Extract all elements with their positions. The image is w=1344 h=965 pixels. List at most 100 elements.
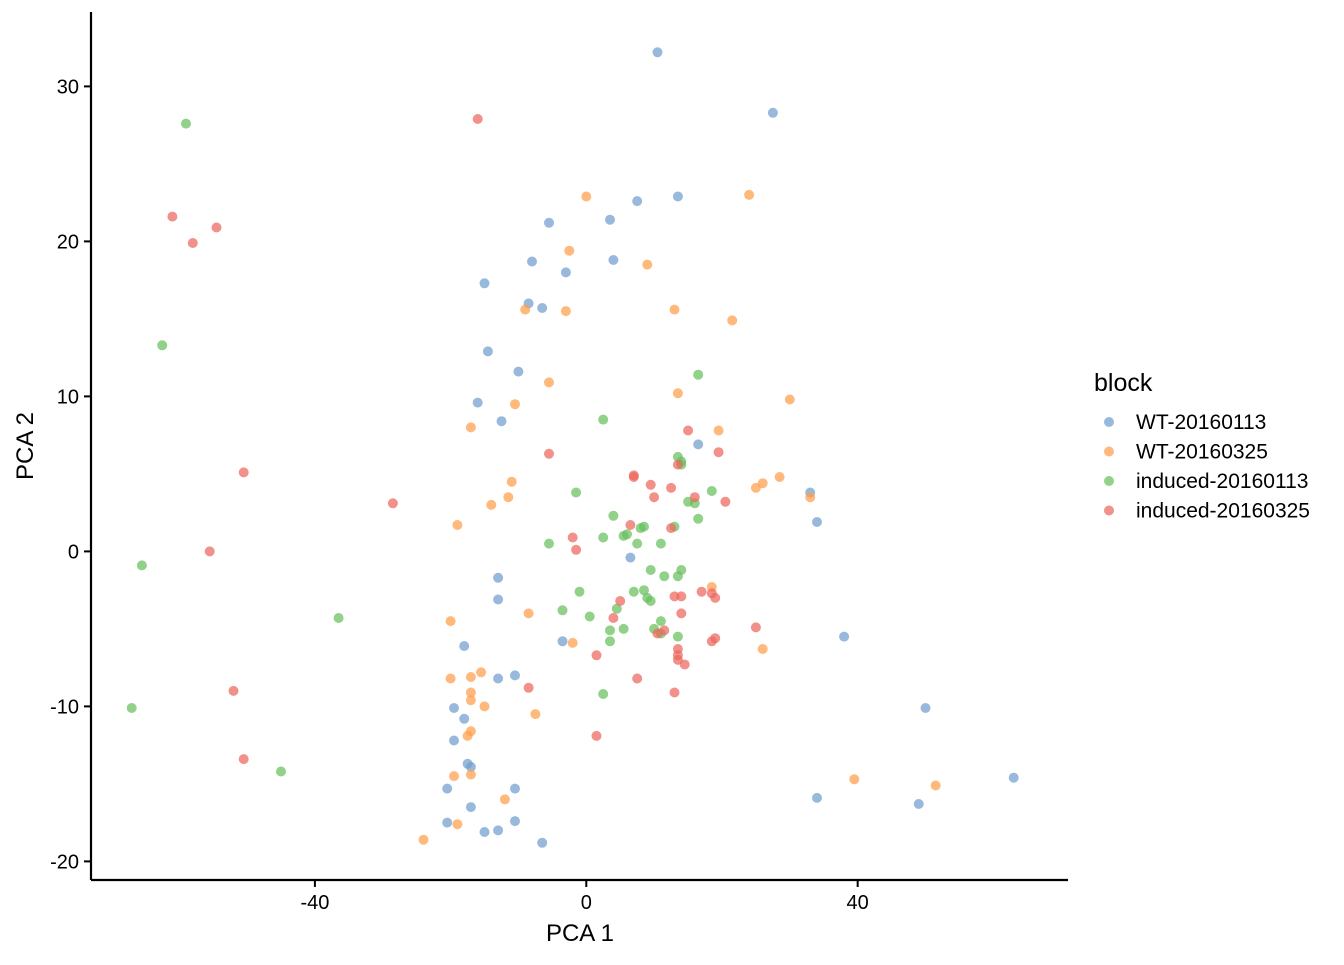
point-induced-20160325-13	[689, 492, 700, 503]
point-WT-20160113-20	[493, 572, 504, 583]
point-WT-20160113-26	[510, 670, 520, 681]
point-induced-20160325-11	[645, 479, 656, 490]
point-WT-20160113-15	[496, 416, 507, 427]
point-induced-20160325-21	[204, 546, 215, 557]
point-induced-20160325-10	[628, 472, 639, 482]
point-induced-20160325-22	[615, 596, 626, 606]
point-WT-20160113-35	[510, 783, 520, 794]
point-WT-20160325-39	[465, 769, 476, 780]
point-WT-20160113-23	[557, 636, 568, 647]
point-induced-20160325-43	[669, 687, 680, 698]
point-WT-20160113-13	[513, 366, 524, 377]
point-WT-20160113-6	[608, 255, 619, 265]
point-induced-20160325-45	[238, 754, 249, 765]
y-tick-label: -10	[50, 696, 79, 718]
point-induced-20160113-36	[333, 613, 344, 623]
point-WT-20160113-36	[812, 792, 822, 803]
point-induced-20160113-27	[574, 586, 585, 597]
point-induced-20160113-21	[544, 538, 554, 549]
point-WT-20160113-2	[672, 191, 683, 202]
point-induced-20160325-8	[238, 467, 249, 478]
point-WT-20160113-24	[459, 641, 470, 651]
point-WT-20160325-4	[520, 304, 531, 315]
point-induced-20160113-35	[655, 616, 666, 627]
point-WT-20160325-2	[564, 245, 575, 256]
point-induced-20160325-28	[608, 613, 619, 623]
point-induced-20160113-44	[598, 689, 609, 699]
point-induced-20160325-0	[472, 114, 483, 124]
point-WT-20160113-8	[560, 267, 571, 278]
point-WT-20160325-41	[452, 819, 463, 830]
legend-label-WT-20160325: WT-20160325	[1136, 441, 1268, 464]
point-induced-20160113-26	[676, 565, 687, 575]
point-induced-20160325-4	[683, 425, 694, 436]
x-tick-label: -40	[300, 892, 329, 914]
point-induced-20160325-42	[228, 685, 239, 696]
point-WT-20160325-21	[452, 520, 463, 530]
legend-key-induced-20160113	[1104, 476, 1114, 486]
point-induced-20160325-44	[591, 730, 602, 741]
legend-key-induced-20160325	[1104, 505, 1114, 516]
point-induced-20160325-27	[669, 591, 680, 602]
y-tick-label: 0	[68, 541, 79, 563]
point-WT-20160113-19	[625, 552, 636, 563]
point-WT-20160325-19	[486, 499, 497, 510]
point-WT-20160113-16	[693, 439, 704, 450]
point-induced-20160113-31	[645, 596, 656, 606]
point-WT-20160113-3	[632, 196, 643, 207]
point-WT-20160113-33	[1008, 772, 1019, 783]
legend-items: WT-20160113 WT-20160325 induced-20160113 in…	[1104, 411, 1310, 523]
point-WT-20160325-30	[465, 687, 476, 698]
point-WT-20160113-38	[465, 802, 476, 813]
point-induced-20160113-8	[706, 486, 717, 496]
y-tick-label: 10	[57, 386, 79, 408]
point-induced-20160113-43	[126, 703, 137, 713]
point-induced-20160113-0	[181, 118, 191, 129]
point-induced-20160325-24	[696, 586, 707, 597]
point-WT-20160325-20	[805, 492, 816, 503]
point-induced-20160113-28	[628, 586, 639, 597]
point-WT-20160325-24	[445, 616, 456, 627]
point-induced-20160113-29	[639, 585, 649, 596]
point-WT-20160113-12	[482, 346, 493, 357]
point-induced-20160113-41	[672, 631, 683, 642]
point-WT-20160113-28	[459, 713, 470, 724]
point-induced-20160113-18	[598, 532, 609, 543]
point-WT-20160113-9	[479, 278, 490, 289]
point-WT-20160325-33	[530, 709, 541, 720]
x-ticks: -40 0 40	[300, 880, 869, 914]
point-induced-20160113-20	[655, 538, 666, 549]
point-WT-20160113-30	[449, 735, 459, 746]
point-induced-20160325-34	[706, 636, 717, 647]
point-induced-20160325-41	[523, 682, 534, 693]
point-WT-20160325-14	[774, 472, 785, 482]
point-WT-20160113-40	[510, 816, 520, 827]
point-WT-20160113-42	[493, 825, 504, 836]
point-induced-20160325-1	[167, 211, 178, 222]
point-WT-20160113-29	[920, 703, 931, 713]
point-WT-20160113-7	[527, 256, 537, 267]
point-WT-20160113-14	[472, 397, 483, 408]
point-WT-20160325-27	[465, 672, 476, 682]
point-induced-20160325-29	[676, 608, 687, 619]
point-induced-20160325-20	[571, 544, 582, 555]
point-induced-20160113-19	[632, 538, 643, 549]
point-induced-20160325-19	[567, 532, 578, 543]
point-induced-20160325-18	[666, 523, 677, 534]
point-WT-20160325-10	[784, 394, 795, 405]
point-induced-20160325-16	[387, 498, 398, 509]
point-induced-20160325-39	[679, 659, 690, 670]
y-ticks: -20 -10 0 10 20 30	[50, 76, 91, 873]
point-induced-20160325-5	[713, 447, 724, 458]
point-WT-20160325-37	[930, 780, 941, 791]
point-induced-20160325-31	[659, 625, 670, 636]
point-WT-20160325-9	[672, 388, 683, 399]
point-induced-20160113-32	[611, 603, 622, 614]
point-induced-20160113-14	[639, 521, 649, 532]
point-WT-20160113-11	[537, 303, 548, 313]
point-WT-20160325-36	[849, 774, 860, 785]
point-WT-20160113-25	[493, 673, 504, 684]
point-induced-20160113-33	[557, 605, 568, 616]
legend: block WT-20160113 WT-20160325 induced-2016…	[1094, 369, 1310, 523]
